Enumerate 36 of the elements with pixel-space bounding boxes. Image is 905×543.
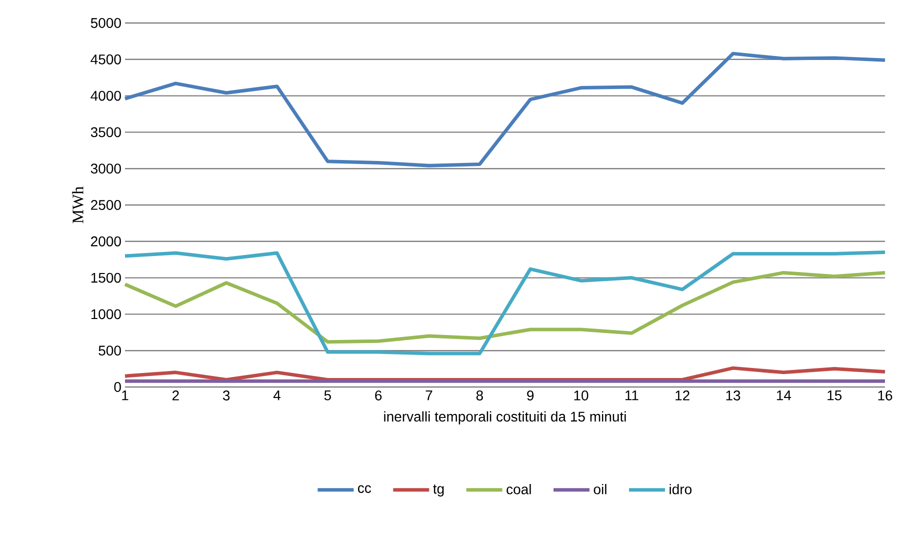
y-tick-label: 4500 [90, 54, 121, 64]
x-tick-label: 13 [726, 390, 740, 400]
x-tick-label: 16 [878, 390, 892, 400]
line-series [123, 52, 887, 168]
y-tick-label: 3000 [90, 164, 121, 174]
x-tick-label: 4 [273, 390, 280, 400]
line-series [123, 270, 887, 344]
y-axis-title: MWh [72, 186, 84, 224]
y-tick-label: 3500 [90, 127, 121, 138]
x-tick-label: 10 [574, 390, 588, 400]
x-tick-label: 7 [426, 390, 432, 400]
x-tick-label: 8 [476, 390, 483, 400]
x-axis-title: inervalli temporali costituiti da 15 minuti [384, 411, 626, 424]
x-tick-label: 5 [324, 390, 331, 400]
legend-label: coal [506, 484, 531, 494]
x-tick-label: 14 [776, 390, 792, 400]
y-tick-label: 1000 [91, 309, 121, 320]
y-tick-label: 1500 [91, 272, 121, 283]
x-tick-label: 12 [676, 390, 690, 400]
legend-label: idro [670, 484, 692, 494]
y-tick-label: 2500 [91, 200, 121, 210]
x-tick-label: 15 [828, 390, 842, 400]
x-tick-label: 3 [222, 390, 230, 400]
y-tick-label: 5000 [90, 18, 121, 28]
x-tick-label: 1 [122, 390, 128, 400]
y-tick-label: 500 [98, 346, 121, 356]
x-tick-label: 2 [172, 390, 179, 400]
y-tick-label: 4000 [90, 90, 121, 101]
x-tick-label: 6 [375, 390, 382, 400]
x-tick-label: 11 [625, 390, 638, 400]
x-tick-label: 9 [527, 390, 534, 400]
legend-label: cc [358, 485, 372, 493]
legend-label: tg [433, 484, 444, 497]
legend-label: oil [594, 484, 606, 494]
y-tick-label: 0 [114, 382, 121, 392]
y-tick-label: 2000 [91, 236, 121, 246]
